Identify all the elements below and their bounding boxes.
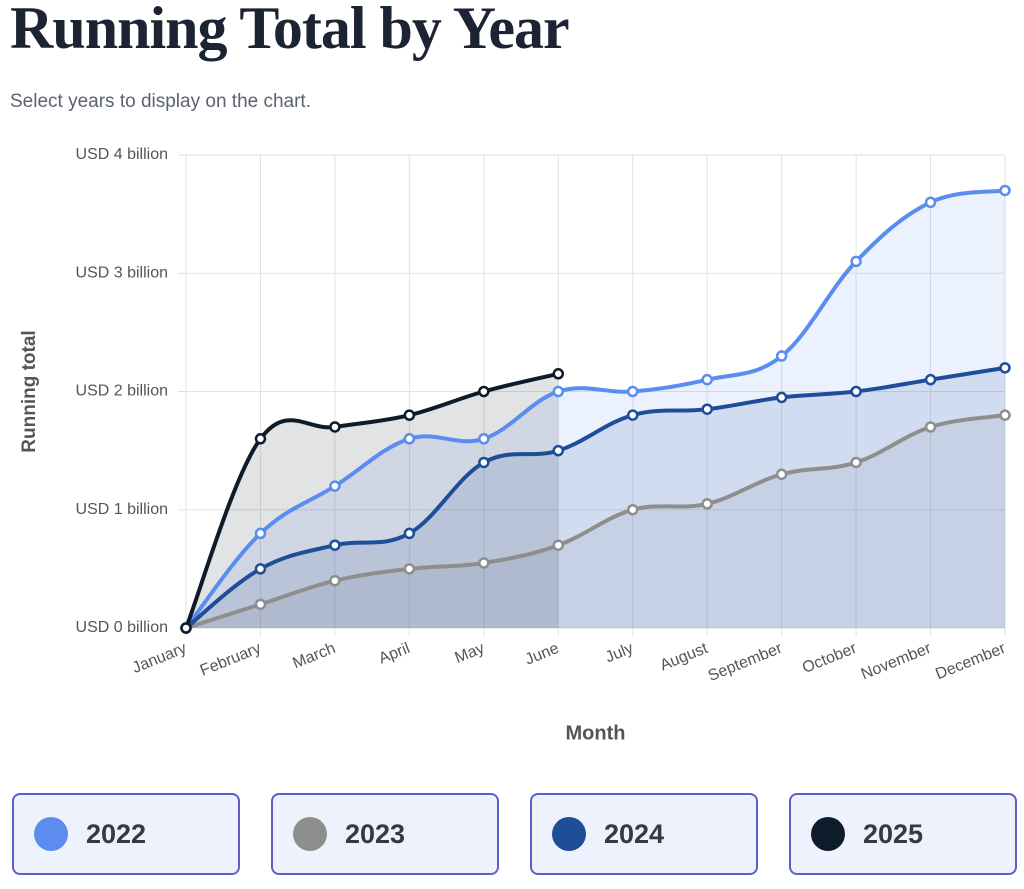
point (403, 409, 416, 421)
point (552, 444, 565, 457)
legend-swatch (811, 817, 845, 851)
point (626, 504, 639, 516)
point (850, 385, 862, 398)
legend-swatch (293, 817, 327, 851)
legend-button[interactable]: 2024 (530, 793, 758, 875)
point (850, 456, 862, 469)
chart: USD 0 billion USD 1 billion USD 2 billion U… (19, 146, 1011, 744)
point (924, 196, 937, 209)
legend-label: 2025 (863, 819, 924, 849)
point (254, 433, 267, 445)
point (254, 563, 267, 575)
legend-button[interactable]: 2025 (789, 793, 1017, 875)
point (626, 385, 639, 398)
page-title: Running Total by Year (10, 0, 570, 61)
point (403, 527, 416, 540)
x-tick-label: April (376, 640, 412, 668)
y-tick-label: USD 0 billion (76, 619, 168, 636)
point (626, 409, 639, 421)
x-tick-label: February (198, 640, 264, 680)
point (478, 433, 490, 445)
point (478, 557, 490, 569)
x-tick-label: May (452, 640, 486, 667)
point (403, 433, 416, 445)
legend-button[interactable]: 2023 (271, 793, 499, 875)
point (329, 480, 341, 492)
point (180, 622, 192, 634)
legend-label: 2023 (345, 819, 406, 849)
x-tick-label: July (603, 640, 636, 666)
x-tick-label: September (706, 640, 786, 685)
point (254, 527, 267, 540)
point (999, 184, 1011, 197)
y-axis-label: Running total (19, 330, 40, 452)
point (701, 403, 713, 415)
legend: 2022 2023 2024 2025 (0, 793, 1024, 879)
point (403, 563, 416, 575)
point (329, 421, 341, 433)
legend-label: 2024 (604, 819, 665, 849)
area (186, 190, 1005, 628)
point (924, 421, 937, 433)
point (775, 391, 788, 404)
area (186, 367, 1005, 628)
x-tick-label: November (859, 640, 934, 684)
area (186, 373, 559, 628)
point (999, 409, 1011, 421)
point (552, 385, 565, 398)
point (850, 255, 862, 268)
subtitle: Select years to display on the chart. (10, 91, 311, 112)
x-tick-label: March (290, 640, 338, 672)
y-tick-label: USD 3 billion (76, 264, 168, 281)
point (254, 598, 267, 611)
x-tick-label: January (130, 640, 189, 677)
x-axis-label: Month (566, 722, 626, 744)
point (478, 385, 490, 398)
x-tick-label: August (658, 640, 711, 675)
x-tick-label: June (523, 640, 562, 669)
legend-button[interactable]: 2022 (12, 793, 240, 875)
x-tick-label: December (933, 640, 1008, 684)
y-tick-label: USD 2 billion (76, 383, 168, 400)
point (701, 373, 713, 386)
point (552, 368, 565, 380)
point (701, 498, 713, 510)
point (552, 539, 565, 551)
point (999, 362, 1011, 374)
y-tick-label: USD 4 billion (76, 146, 168, 163)
point (775, 468, 788, 481)
legend-swatch (34, 817, 68, 851)
point (775, 350, 788, 362)
point (329, 574, 341, 587)
legend-swatch (552, 817, 586, 851)
y-tick-label: USD 1 billion (76, 501, 168, 518)
point (478, 456, 490, 469)
area (186, 415, 1005, 628)
legend-label: 2022 (86, 819, 147, 849)
point (329, 539, 341, 551)
point (924, 373, 937, 386)
x-tick-label: October (800, 640, 860, 677)
